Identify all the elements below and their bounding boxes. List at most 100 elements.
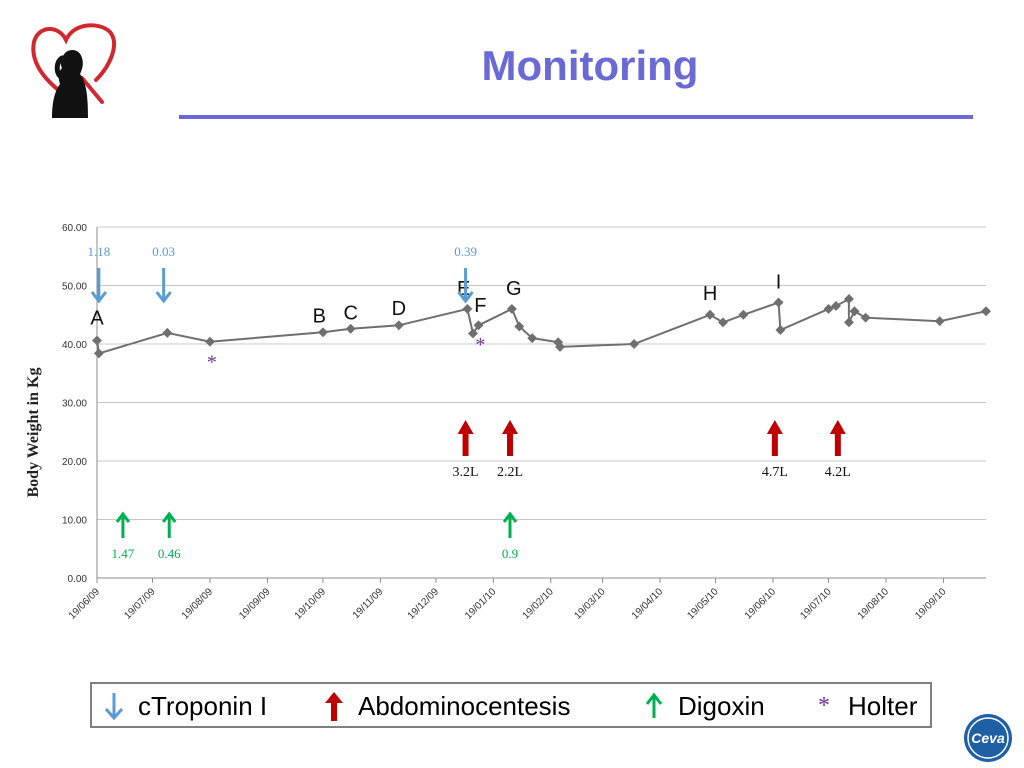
x-tick-label: 19/10/09 bbox=[293, 586, 329, 622]
data-point bbox=[843, 317, 854, 328]
data-point bbox=[93, 348, 104, 359]
series-line bbox=[96, 297, 987, 355]
troponin-arrow-head bbox=[457, 291, 474, 304]
digoxin-arrow-head bbox=[502, 511, 518, 523]
troponin-arrow-head bbox=[90, 291, 108, 304]
x-tick-label: 19/08/09 bbox=[180, 586, 216, 622]
digoxin-value: 0.46 bbox=[158, 546, 181, 561]
legend-item-digoxin: Digoxin bbox=[640, 690, 765, 722]
x-tick-label: 19/09/09 bbox=[237, 586, 273, 622]
legend-label-abdominocentesis: Abdominocentesis bbox=[358, 690, 571, 721]
digoxin-arrow-head bbox=[162, 511, 177, 523]
data-point bbox=[718, 317, 728, 328]
legend-item-holter: * Holter bbox=[810, 690, 917, 722]
abdominocentesis-arrow-head bbox=[766, 420, 783, 434]
data-point bbox=[318, 327, 328, 338]
data-point bbox=[981, 306, 991, 317]
ceva-logo-icon: Ceva bbox=[964, 714, 1012, 762]
x-tick-label: 19/06/09 bbox=[67, 586, 103, 622]
asterisk-icon: * bbox=[818, 693, 830, 719]
y-tick-label: 60.00 bbox=[62, 223, 87, 234]
body-weight-chart: 0.00 10.00 20.00 30.00 40.00 50.00 60.00 19/06/… bbox=[25, 223, 991, 622]
slide-title: Monitoring bbox=[481, 42, 699, 89]
chart-legend: cTroponin I Abdominocentesis Digoxin * H… bbox=[90, 682, 932, 728]
data-point bbox=[506, 303, 517, 314]
ceva-logo-text: Ceva bbox=[971, 730, 1005, 746]
data-point bbox=[775, 325, 786, 335]
event-letter: F bbox=[474, 295, 486, 317]
data-point bbox=[831, 301, 841, 311]
holter-marker: * bbox=[207, 352, 217, 374]
x-tick-label: 19/02/10 bbox=[521, 586, 557, 622]
data-point bbox=[849, 306, 860, 317]
legend-item-abdominocentesis: Abdominocentesis bbox=[320, 690, 570, 722]
abdominocentesis-arrow bbox=[771, 432, 778, 456]
abdominocentesis-volume: 3.2L bbox=[453, 465, 479, 480]
event-letter: C bbox=[344, 302, 358, 324]
x-tick-label: 19/03/10 bbox=[572, 586, 608, 622]
data-point bbox=[468, 328, 478, 339]
data-point bbox=[629, 339, 640, 349]
arrow-up-icon bbox=[645, 692, 663, 718]
digoxin-value: 1.47 bbox=[112, 546, 135, 561]
abdominocentesis-arrow bbox=[507, 432, 514, 456]
troponin-value: 0.39 bbox=[454, 244, 477, 259]
data-point bbox=[527, 333, 538, 344]
troponin-arrow-head bbox=[155, 291, 172, 304]
data-point bbox=[773, 297, 784, 308]
x-tick-label: 19/04/10 bbox=[630, 586, 666, 622]
abdominocentesis-volume: 4.7L bbox=[762, 465, 788, 480]
y-tick-label: 40.00 bbox=[62, 340, 87, 351]
data-point bbox=[860, 312, 871, 323]
event-letter: I bbox=[776, 271, 782, 293]
abdominocentesis-arrow bbox=[834, 432, 841, 456]
event-letter: B bbox=[313, 305, 326, 327]
data-point bbox=[514, 321, 525, 332]
event-letter: A bbox=[90, 308, 104, 330]
title-divider bbox=[179, 115, 973, 119]
data-point bbox=[705, 309, 715, 320]
data-point bbox=[555, 341, 565, 352]
holter-marker: * bbox=[475, 334, 485, 356]
digoxin-value: 0.9 bbox=[502, 546, 518, 561]
data-point bbox=[162, 327, 173, 338]
data-point bbox=[205, 336, 215, 347]
y-tick-label: 50.00 bbox=[62, 282, 87, 293]
event-letter: G bbox=[506, 278, 522, 300]
arrow-down-icon bbox=[104, 693, 124, 721]
data-point bbox=[462, 303, 473, 314]
data-point bbox=[345, 323, 356, 334]
x-tick-label: 19/01/10 bbox=[463, 586, 499, 622]
data-point bbox=[473, 320, 484, 331]
legend-item-troponin: cTroponin I bbox=[100, 690, 267, 722]
x-tick-label: 19/06/10 bbox=[743, 586, 779, 622]
y-axis-title: Body Weight in Kg bbox=[25, 368, 42, 498]
arrow-up-bold-icon bbox=[325, 692, 343, 721]
x-tick-label: 19/07/10 bbox=[798, 586, 834, 622]
y-tick-label: 0.00 bbox=[68, 574, 88, 585]
event-letter: D bbox=[392, 298, 406, 320]
y-tick-label: 30.00 bbox=[62, 399, 87, 410]
event-letter: H bbox=[703, 283, 717, 305]
y-tick-label: 10.00 bbox=[62, 516, 87, 527]
data-point bbox=[738, 309, 749, 320]
digoxin-arrow-head bbox=[115, 511, 131, 523]
legend-label-troponin: cTroponin I bbox=[138, 690, 268, 721]
y-tick-label: 20.00 bbox=[62, 457, 87, 468]
legend-label-holter: Holter bbox=[848, 690, 918, 721]
troponin-value: 0.03 bbox=[152, 244, 175, 259]
x-tick-label: 19/08/10 bbox=[856, 586, 892, 622]
heart-dog-logo-icon bbox=[31, 23, 116, 118]
abdominocentesis-arrow-head bbox=[829, 420, 846, 434]
x-tick-label: 19/12/09 bbox=[406, 586, 442, 622]
abdominocentesis-arrow-head bbox=[457, 420, 474, 434]
data-point bbox=[393, 320, 404, 331]
abdominocentesis-arrow bbox=[462, 432, 469, 456]
x-tick-label: 19/07/09 bbox=[122, 586, 158, 622]
abdominocentesis-volume: 2.2L bbox=[497, 465, 523, 480]
legend-label-digoxin: Digoxin bbox=[678, 690, 765, 721]
abdominocentesis-volume: 4.2L bbox=[825, 465, 851, 480]
data-point bbox=[823, 303, 834, 314]
data-point bbox=[843, 294, 854, 304]
data-point bbox=[934, 316, 945, 327]
